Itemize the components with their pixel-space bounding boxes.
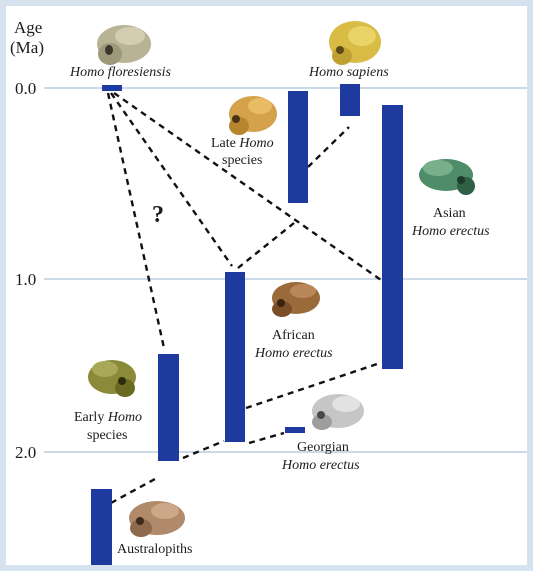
tick-label-1: 1.0 [15,270,36,289]
skull-african-erectus-icon [272,282,320,317]
uncertain-relationship-mark: ? [152,202,164,228]
bar-homo-floresiensis [102,85,122,91]
label-late-homo-prefix: Late [211,136,236,151]
label-georgian-erectus: Homo erectus [281,458,360,473]
bar-australopiths [91,489,112,565]
label-early-homo-prefix: Early [74,410,104,425]
tick-label-2: 2.0 [15,443,36,462]
skull-floresiensis-icon [97,25,151,65]
label-asian: Asian [433,206,466,221]
axis-title-age: Age [14,18,42,37]
bar-homo-sapiens [340,84,360,116]
skull-late-homo-icon [229,96,277,135]
label-early-homo-genus: Homo [107,410,142,425]
label-homo-floresiensis: Homo floresiensis [69,65,172,80]
label-homo-sapiens: Homo sapiens [308,65,389,80]
dash-african-asian [245,361,381,410]
bar-african-erectus [225,272,245,442]
tick-label-0: 0.0 [15,79,36,98]
label-early-homo: Early Homo [74,410,142,425]
bar-early-homo [158,354,179,461]
dash-early-african [182,439,225,460]
label-early-homo-species: species [87,428,127,443]
skull-australopith-icon [129,501,185,537]
diagram-panel: Age (Ma) 0.0 1.0 2.0 [6,6,527,565]
label-asian-erectus: Homo erectus [411,224,490,239]
label-late-homo: Late Homo [211,136,274,151]
bar-asian-erectus [382,105,403,369]
phylogeny-diagram: Age (Ma) 0.0 1.0 2.0 [10,18,527,565]
label-african: African [272,328,315,343]
dash-late-sapiens [307,126,350,168]
label-late-homo-species: species [222,153,262,168]
relationship-lines [106,92,382,505]
label-late-homo-genus: Homo [238,136,273,151]
skull-early-homo-icon [88,360,136,397]
dash-african-late [237,222,295,269]
dash-austral-early [110,477,156,505]
dash-flores-african [110,92,233,267]
label-georgian: Georgian [297,440,349,455]
dash-africa-georgian [248,431,285,445]
bar-late-homo [288,91,308,203]
skull-sapiens-icon [329,21,381,65]
label-african-erectus: Homo erectus [254,346,333,361]
label-australopiths: Australopiths [117,542,192,557]
bar-georgian-erectus [285,427,305,433]
axis-title-unit: (Ma) [10,38,44,57]
skull-georgian-icon [312,394,364,430]
skull-asian-erectus-icon [419,159,475,195]
